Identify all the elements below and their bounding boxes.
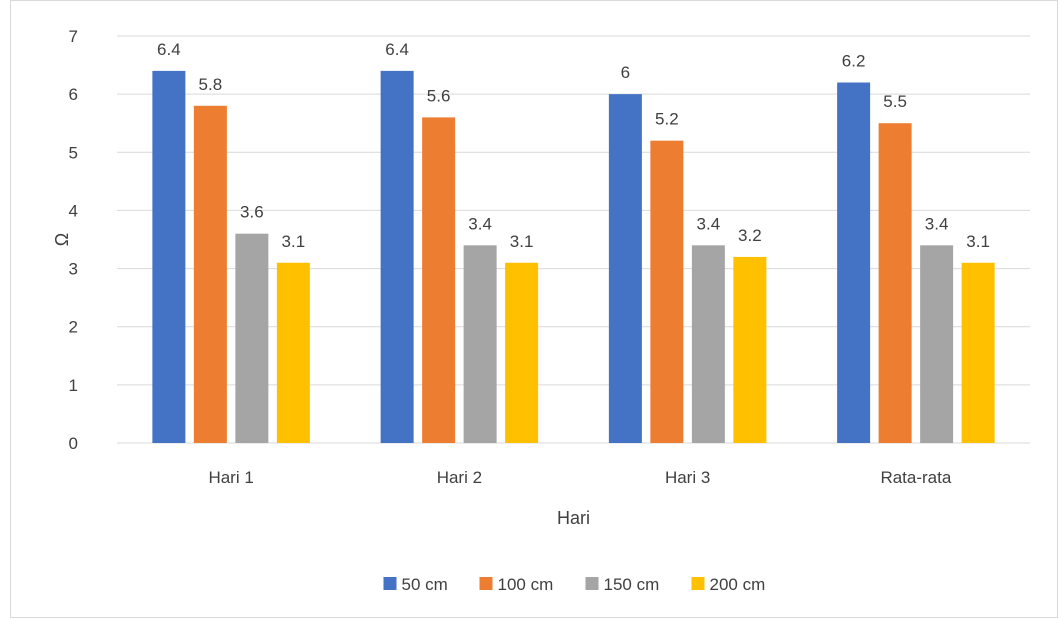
data-labels: 6.4 5.8 3.6 3.1 6.4 5.6 3.4 3.1 6 5.2 3.4 3.2 6.2 5.5…: [157, 40, 990, 251]
legend-label: 100 cm: [498, 575, 554, 594]
bar: [733, 256, 767, 443]
bar: [878, 123, 912, 443]
x-tick-label: Hari 2: [437, 468, 482, 487]
legend-swatch: [691, 577, 705, 590]
data-label: 6.2: [842, 52, 866, 71]
data-label: 5.2: [655, 110, 679, 129]
y-tick-label: 1: [69, 376, 78, 395]
data-label: 6.4: [157, 40, 181, 59]
data-label: 3.1: [282, 232, 306, 251]
y-tick-label: 7: [69, 27, 78, 46]
y-tick-label: 5: [69, 143, 78, 162]
x-tick-label: Rata-rata: [880, 468, 951, 487]
y-tick-label: 0: [69, 434, 78, 453]
data-label: 5.6: [427, 86, 451, 105]
bar: [691, 245, 725, 443]
bar: [650, 140, 684, 443]
bar: [380, 70, 414, 443]
legend: 50 cm 100 cm 150 cm 200 cm: [383, 575, 766, 594]
data-label: 3.4: [468, 214, 492, 233]
data-label: 3.1: [966, 232, 990, 251]
legend-swatch: [585, 577, 599, 590]
legend-label: 200 cm: [710, 575, 766, 594]
bar: [276, 262, 310, 443]
data-label: 3.1: [510, 232, 534, 251]
bar: [152, 70, 186, 443]
y-tick-label: 6: [69, 85, 78, 104]
gridlines: [117, 35, 1030, 444]
bar: [920, 245, 954, 443]
y-tick-label: 4: [69, 201, 78, 220]
x-axis-ticks: Hari 1 Hari 2 Hari 3 Rata-rata: [208, 468, 951, 487]
x-tick-label: Hari 1: [208, 468, 253, 487]
bar: [235, 233, 269, 443]
bar: [193, 105, 227, 444]
bar: [505, 262, 539, 443]
x-axis-title: Hari: [557, 508, 590, 528]
bar: [608, 94, 642, 444]
legend-swatch: [383, 577, 397, 590]
data-label: 5.8: [199, 75, 223, 94]
bar: [463, 245, 497, 443]
bar: [422, 117, 456, 444]
bars: [152, 70, 995, 444]
data-label: 5.5: [883, 92, 907, 111]
data-label: 6.4: [385, 40, 409, 59]
y-tick-label: 2: [69, 318, 78, 337]
bar: [961, 262, 995, 443]
x-tick-label: Hari 3: [665, 468, 710, 487]
legend-label: 50 cm: [402, 575, 448, 594]
legend-swatch: [479, 577, 493, 590]
bar: [837, 82, 871, 443]
y-tick-label: 3: [69, 260, 78, 279]
data-label: 3.6: [240, 203, 264, 222]
data-label: 3.4: [697, 214, 721, 233]
legend-label: 150 cm: [604, 575, 660, 594]
data-label: 3.2: [738, 226, 762, 245]
y-axis-ticks: 0 1 2 3 4 5 6 7: [69, 27, 78, 453]
y-axis-title: Ω: [52, 233, 72, 246]
data-label: 3.4: [925, 214, 949, 233]
data-label: 6: [621, 63, 630, 82]
